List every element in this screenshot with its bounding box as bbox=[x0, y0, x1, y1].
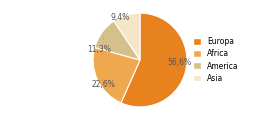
Legend: Europa, Africa, America, Asia: Europa, Africa, America, Asia bbox=[193, 37, 239, 83]
Wedge shape bbox=[114, 13, 140, 60]
Text: 9,4%: 9,4% bbox=[111, 13, 130, 22]
Text: 11,3%: 11,3% bbox=[87, 37, 111, 54]
Wedge shape bbox=[121, 13, 187, 107]
Wedge shape bbox=[95, 21, 140, 60]
Wedge shape bbox=[93, 48, 140, 103]
Text: 56,6%: 56,6% bbox=[167, 58, 191, 67]
Text: 22,6%: 22,6% bbox=[92, 80, 115, 89]
